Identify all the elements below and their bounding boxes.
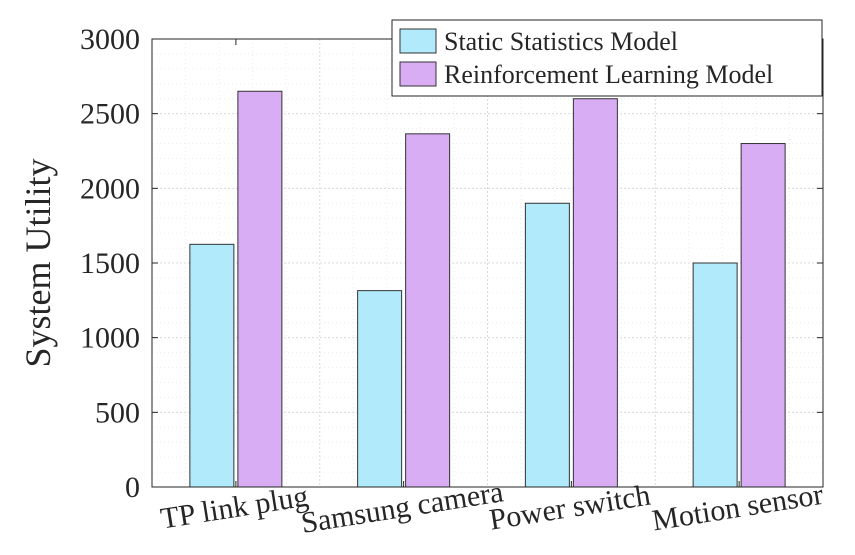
x-category-label: TP link plug bbox=[158, 480, 310, 536]
bar-rl bbox=[740, 143, 786, 488]
bar-static bbox=[189, 243, 235, 488]
bar-static bbox=[357, 290, 403, 488]
x-category-label: Samsung camera bbox=[299, 475, 506, 540]
bar-rl bbox=[405, 133, 451, 488]
y-axis-label: System Utility bbox=[18, 158, 58, 367]
y-tick-label: 1500 bbox=[80, 247, 140, 280]
bar-static bbox=[524, 202, 570, 488]
legend-label: Reinforcement Learning Model bbox=[444, 60, 773, 89]
y-tick-label: 0 bbox=[125, 471, 140, 504]
y-tick-label: 500 bbox=[95, 396, 140, 429]
bar-rl bbox=[572, 98, 618, 488]
legend-swatch bbox=[399, 61, 437, 87]
bar-rl bbox=[237, 90, 283, 488]
legend-label: Static Statistics Model bbox=[444, 27, 678, 56]
legend-box bbox=[391, 19, 823, 97]
y-tick-label: 2000 bbox=[80, 172, 140, 205]
legend-swatch bbox=[399, 28, 437, 54]
bar-static bbox=[692, 262, 738, 488]
y-tick-label: 2500 bbox=[80, 98, 140, 131]
y-tick-label: 1000 bbox=[80, 322, 140, 355]
y-axis-ticks: 0 500 1000 1500 2000 2500 3000 bbox=[80, 23, 823, 504]
y-tick-label: 3000 bbox=[80, 23, 140, 56]
bars bbox=[189, 90, 786, 488]
legend: Static Statistics Model Reinforcement Lea… bbox=[391, 19, 823, 97]
